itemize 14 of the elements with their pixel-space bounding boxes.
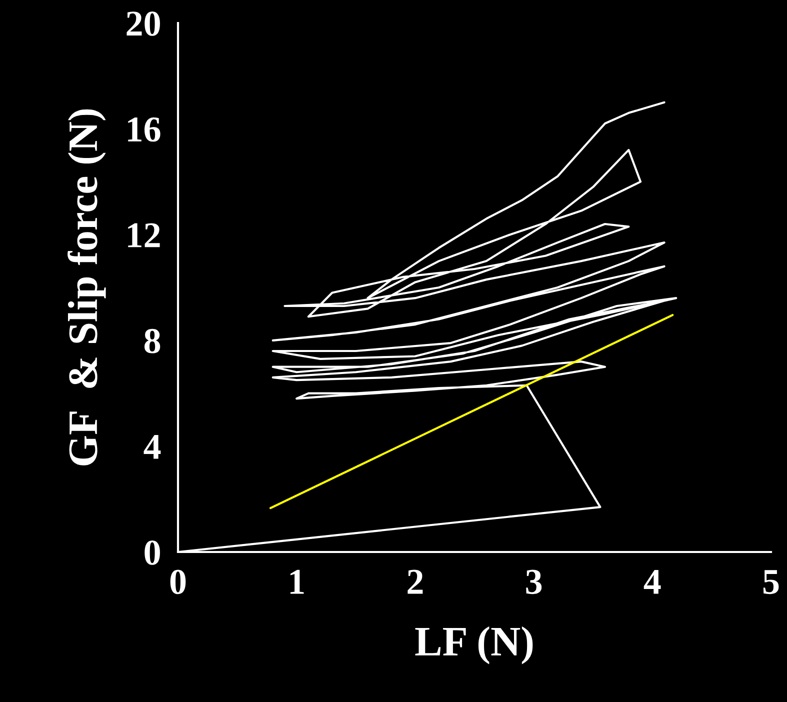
y-tick-label: 0 — [144, 540, 160, 565]
x-tick-label: 1 — [290, 570, 304, 594]
x-axis-title: LF (N) — [415, 626, 533, 664]
x-tick-label: 4 — [644, 570, 661, 594]
y-tick-label: 12 — [128, 223, 160, 248]
y-tick-label: 20 — [126, 12, 160, 36]
x-tick-label: 3 — [526, 570, 542, 594]
x-tick-label: 2 — [408, 570, 423, 594]
y-tick-label: 16 — [128, 117, 160, 142]
y-tick-label: 4 — [144, 434, 161, 459]
x-tick-label: 0 — [170, 570, 186, 594]
y-axis-title: GF & Slip force (N) — [68, 109, 106, 466]
x-tick-label: 5 — [763, 570, 779, 594]
y-tick-label: 8 — [144, 328, 160, 354]
